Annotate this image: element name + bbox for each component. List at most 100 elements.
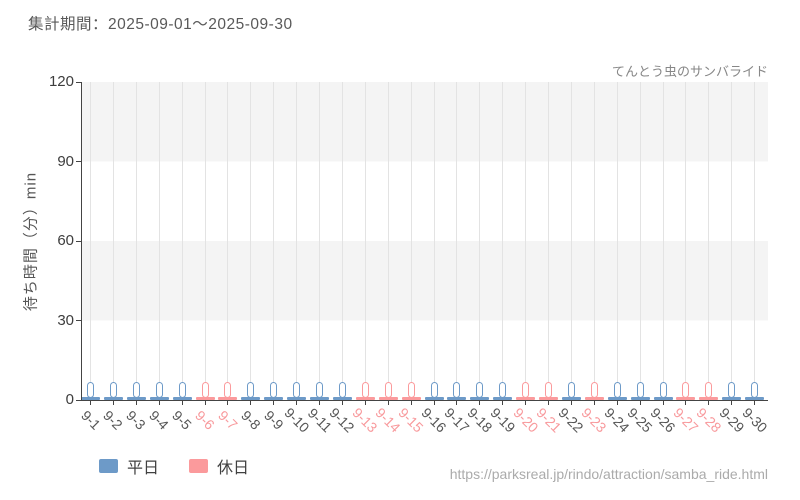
y-tick <box>76 399 81 401</box>
day-gridline <box>204 82 206 400</box>
typical-wait-dash <box>699 397 719 400</box>
typical-wait-dash <box>447 397 467 400</box>
day-gridline <box>227 82 229 400</box>
day-gridline <box>570 82 572 400</box>
typical-wait-dash <box>561 397 581 400</box>
typical-wait-dash <box>401 397 421 400</box>
wait-range-capsule <box>682 381 690 398</box>
typical-wait-dash <box>355 397 375 400</box>
typical-wait-dash <box>218 397 238 400</box>
x-tick <box>616 401 618 405</box>
x-tick <box>479 401 481 405</box>
wait-range-capsule <box>499 381 507 398</box>
day-gridline <box>364 82 366 400</box>
day-gridline <box>410 82 412 400</box>
wait-range-capsule <box>178 381 186 398</box>
x-tick <box>662 401 664 405</box>
x-tick <box>341 401 343 405</box>
legend: 平日 休日 <box>99 454 249 478</box>
typical-wait-dash <box>378 397 398 400</box>
typical-wait-dash <box>539 397 558 400</box>
day-gridline <box>548 82 549 400</box>
legend-swatch-icon <box>189 459 209 473</box>
day-gridline <box>433 82 435 400</box>
day-gridline <box>639 82 641 400</box>
typical-wait-dash <box>149 397 169 400</box>
typical-wait-dash <box>310 397 329 400</box>
x-tick <box>548 401 549 405</box>
report-period-title: 集計期間：2025-09-01～2025-09-30 <box>28 16 293 33</box>
typical-wait-dash <box>103 397 123 400</box>
x-tick <box>593 401 595 405</box>
day-gridline <box>90 82 91 400</box>
x-tick <box>90 401 91 405</box>
wait-range-capsule <box>361 381 369 398</box>
legend-label: 休日 <box>217 460 250 477</box>
typical-wait-dash <box>81 397 100 400</box>
day-gridline <box>158 82 160 400</box>
x-tick <box>410 401 412 405</box>
x-tick <box>387 401 389 405</box>
wait-range-capsule <box>430 381 438 398</box>
x-tick <box>135 401 137 405</box>
day-gridline <box>731 82 733 400</box>
day-gridline <box>525 82 527 400</box>
y-axis-line <box>81 82 83 401</box>
y-tick <box>76 240 81 242</box>
y-tick-label: 90 <box>57 152 74 170</box>
x-tick <box>731 401 733 405</box>
x-tick <box>639 401 641 405</box>
typical-wait-dash <box>287 397 307 400</box>
typical-wait-dash <box>607 397 627 400</box>
x-tick <box>570 401 572 405</box>
wait-range-capsule <box>247 381 255 398</box>
wait-range-capsule <box>384 381 392 398</box>
plot-area <box>82 82 768 400</box>
wait-range-capsule <box>751 381 759 398</box>
typical-wait-dash <box>195 397 215 400</box>
x-axis-line <box>81 400 768 402</box>
y-tick-label: 120 <box>48 73 74 90</box>
day-gridline <box>250 82 252 400</box>
day-gridline <box>593 82 595 400</box>
x-tick <box>456 401 458 405</box>
x-tick <box>112 401 114 405</box>
wait-range-capsule <box>201 381 209 398</box>
x-tick <box>525 401 527 405</box>
day-gridline <box>341 82 343 400</box>
wait-range-capsule <box>705 381 713 398</box>
wait-range-capsule <box>293 381 301 398</box>
wait-range-capsule <box>659 381 667 398</box>
day-gridline <box>296 82 298 400</box>
legend-swatch-icon <box>99 459 118 473</box>
typical-wait-dash <box>332 397 352 400</box>
wait-range-capsule <box>545 381 552 398</box>
source-url: https://parksreal.jp/rindo/attraction/sa… <box>449 466 768 482</box>
legend-item: 平日 <box>99 454 159 478</box>
typical-wait-dash <box>126 397 146 400</box>
x-tick <box>502 401 504 405</box>
wait-range-capsule <box>155 381 163 398</box>
x-tick <box>433 401 435 405</box>
day-gridline <box>616 82 618 400</box>
day-gridline <box>273 82 275 400</box>
y-tick <box>76 320 81 321</box>
day-gridline <box>135 82 137 400</box>
x-tick <box>296 401 298 405</box>
day-gridline <box>319 82 320 400</box>
typical-wait-dash <box>722 397 742 400</box>
attraction-name-label: てんとう虫のサンバライド <box>611 64 768 79</box>
wait-range-capsule <box>270 381 278 398</box>
typical-wait-dash <box>584 397 604 400</box>
typical-wait-dash <box>516 397 536 400</box>
x-tick <box>181 401 183 405</box>
x-tick <box>250 401 252 405</box>
wait-range-capsule <box>728 381 736 398</box>
typical-wait-dash <box>676 397 696 400</box>
day-gridline <box>479 82 481 400</box>
typical-wait-dash <box>424 397 444 400</box>
typical-wait-dash <box>745 397 765 400</box>
typical-wait-dash <box>493 397 513 400</box>
x-tick <box>319 401 320 405</box>
